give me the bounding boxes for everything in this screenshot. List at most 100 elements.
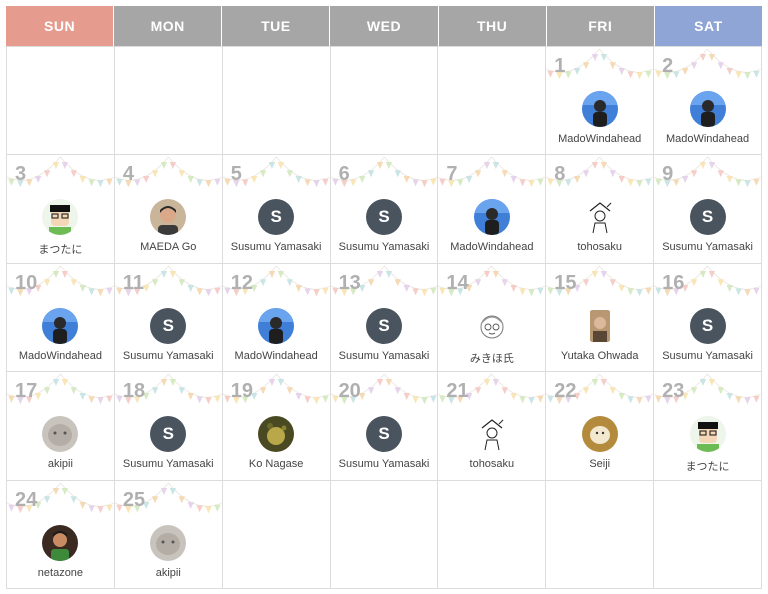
user-avatar[interactable] [42, 416, 79, 453]
author-name[interactable]: MadoWindahead [665, 133, 750, 145]
calendar-empty-cell [222, 47, 331, 156]
bunting-decoration [654, 157, 761, 188]
bunting-decoration [114, 265, 222, 297]
calendar-day-8[interactable]: 8 tohosaku [546, 155, 655, 264]
author-name[interactable]: MadoWindahead [234, 349, 318, 362]
user-avatar[interactable]: S [689, 199, 726, 236]
calendar-day-6[interactable]: 6 S Susumu Yamasaki [330, 155, 439, 264]
calendar-day-9[interactable]: 9 S Susumu Yamasaki [654, 155, 762, 264]
day-number: 18 [122, 380, 146, 403]
user-avatar[interactable] [150, 524, 187, 561]
calendar-day-13[interactable]: 13 S Susumu Yamasaki [330, 263, 439, 373]
user-avatar[interactable] [150, 199, 187, 236]
author-name[interactable]: akipii [155, 566, 181, 579]
calendar-day-24[interactable]: 24 netazone [7, 480, 115, 589]
author-name[interactable]: Susumu Yamasaki [662, 349, 753, 362]
day-number: 19 [230, 380, 253, 403]
calendar-day-5[interactable]: 5 S Susumu Yamasaki [222, 155, 331, 264]
user-avatar[interactable] [473, 416, 510, 453]
day-number: 25 [122, 488, 146, 511]
user-avatar[interactable] [689, 91, 726, 127]
calendar-day-11[interactable]: 11 S Susumu Yamasaki [114, 263, 223, 373]
author-name[interactable]: MadoWindahead [450, 241, 534, 254]
author-name[interactable]: Susumu Yamasaki [338, 349, 430, 362]
user-avatar[interactable]: S [150, 416, 187, 453]
calendar-day-17[interactable]: 17 akipii [7, 372, 115, 481]
user-avatar[interactable] [581, 307, 618, 344]
user-avatar[interactable] [473, 199, 510, 236]
author-name[interactable]: まつたに [38, 244, 83, 257]
user-avatar[interactable] [581, 199, 618, 236]
weekday-mon: MON [114, 6, 222, 46]
day-number: 5 [230, 163, 242, 186]
user-avatar[interactable] [42, 524, 79, 561]
author-name[interactable]: Seiji [589, 458, 611, 471]
calendar-empty-cell [114, 47, 223, 156]
user-avatar[interactable] [42, 199, 79, 236]
calendar-day-19[interactable]: 19 Ko Nagase [222, 372, 331, 481]
bunting-decoration [222, 157, 330, 188]
author-name[interactable]: まつたに [685, 461, 730, 474]
author-name[interactable]: MadoWindahead [18, 349, 102, 362]
calendar-day-20[interactable]: 20 S Susumu Yamasaki [330, 372, 439, 481]
bunting-decoration [654, 373, 761, 405]
bunting-decoration [438, 265, 546, 297]
author-name[interactable]: MadoWindahead [558, 133, 642, 145]
user-avatar[interactable]: S [258, 199, 295, 236]
weekday-sun: SUN [6, 6, 114, 46]
author-name[interactable]: Susumu Yamasaki [338, 458, 430, 471]
calendar-day-1[interactable]: 1 MadoWindahead [546, 47, 655, 156]
author-name[interactable]: Susumu Yamasaki [662, 241, 753, 254]
author-name[interactable]: Susumu Yamasaki [122, 349, 214, 362]
author-name[interactable]: tohosaku [577, 241, 623, 254]
author-name[interactable]: tohosaku [469, 458, 515, 471]
user-avatar[interactable] [258, 416, 295, 453]
author-name[interactable]: akipii [47, 458, 73, 471]
author-name[interactable]: MAEDA Go [140, 241, 197, 254]
weekday-tue: TUE [222, 6, 330, 46]
day-number: 23 [662, 380, 685, 403]
calendar-day-10[interactable]: 10 MadoWindahead [7, 263, 115, 373]
user-avatar[interactable]: S [365, 307, 402, 344]
bunting-decoration [7, 482, 114, 513]
calendar-day-12[interactable]: 12 MadoWindahead [222, 263, 331, 373]
day-number: 13 [338, 271, 361, 294]
calendar-day-15[interactable]: 15 Yutaka Ohwada [546, 263, 655, 373]
calendar-day-3[interactable]: 3 まつたに [7, 155, 115, 264]
author-name[interactable]: Ko Nagase [248, 458, 304, 471]
user-avatar[interactable] [473, 307, 510, 344]
calendar-day-2[interactable]: 2 MadoWindahead [654, 47, 762, 156]
calendar-day-16[interactable]: 16 S Susumu Yamasaki [654, 263, 762, 373]
user-avatar[interactable]: S [150, 307, 187, 344]
user-avatar[interactable]: S [365, 416, 402, 453]
user-avatar[interactable] [689, 416, 726, 453]
day-number: 17 [15, 380, 38, 403]
calendar-day-14[interactable]: 14 みきほ氏 [438, 263, 547, 373]
author-name[interactable]: Susumu Yamasaki [122, 458, 214, 471]
calendar-day-23[interactable]: 23 まつたに [654, 372, 762, 481]
author-name[interactable]: Susumu Yamasaki [230, 241, 322, 254]
calendar-day-4[interactable]: 4 MAEDA Go [114, 155, 223, 264]
calendar-day-22[interactable]: 22 Seiji [546, 372, 655, 481]
calendar-grid: 1 MadoWindahead 2 MadoWindahead 3 まつたに 4 MAEDA … [6, 46, 762, 589]
user-avatar[interactable] [581, 416, 618, 453]
calendar-day-21[interactable]: 21 tohosaku [438, 372, 547, 481]
calendar-day-25[interactable]: 25 akipii [114, 480, 223, 589]
author-name[interactable]: みきほ氏 [469, 352, 514, 365]
author-name[interactable]: Yutaka Ohwada [560, 349, 639, 362]
author-name[interactable]: netazone [37, 566, 84, 579]
weekday-sat: SAT [654, 6, 762, 46]
weekday-thu: THU [438, 6, 546, 46]
user-avatar[interactable]: S [365, 199, 402, 236]
user-avatar[interactable]: S [689, 307, 726, 344]
user-avatar[interactable] [42, 307, 79, 344]
calendar-empty-cell [654, 480, 762, 589]
author-name[interactable]: Susumu Yamasaki [338, 241, 430, 254]
bunting-decoration [546, 48, 654, 80]
user-avatar[interactable] [581, 91, 618, 127]
user-avatar[interactable] [258, 307, 295, 344]
calendar-day-18[interactable]: 18 S Susumu Yamasaki [114, 372, 223, 481]
bunting-decoration [7, 157, 114, 188]
calendar-day-7[interactable]: 7 MadoWindahead [438, 155, 547, 264]
day-number: 16 [662, 271, 685, 294]
